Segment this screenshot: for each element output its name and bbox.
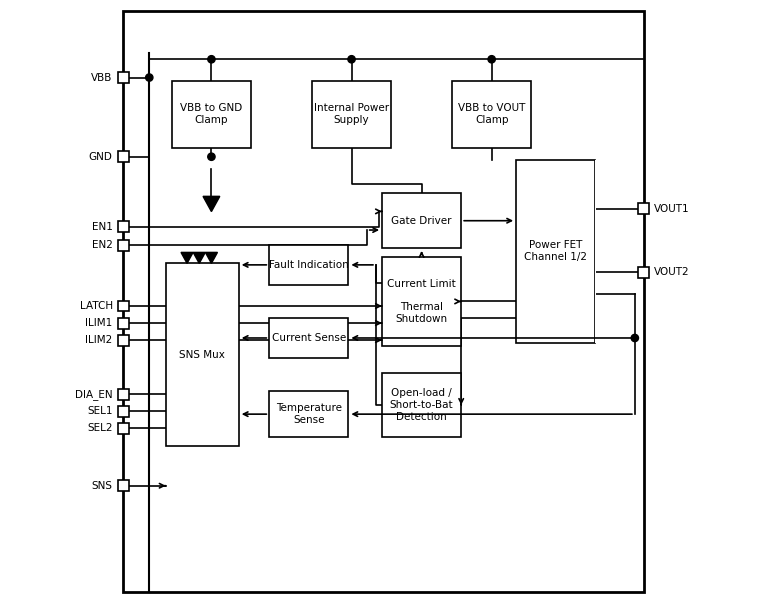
Polygon shape <box>206 252 218 263</box>
Bar <box>118 222 128 233</box>
Text: EN1: EN1 <box>92 222 113 232</box>
Bar <box>382 193 461 248</box>
Circle shape <box>348 56 355 63</box>
Text: DIA_EN: DIA_EN <box>75 389 113 400</box>
Circle shape <box>208 56 215 63</box>
Text: ILIM1: ILIM1 <box>86 318 113 328</box>
Circle shape <box>488 56 495 63</box>
Bar <box>118 72 128 83</box>
Text: LATCH: LATCH <box>79 301 113 311</box>
Bar <box>382 373 461 437</box>
Text: Power FET
Channel 1/2: Power FET Channel 1/2 <box>524 241 587 262</box>
Bar <box>118 406 128 417</box>
Text: ILIM2: ILIM2 <box>86 335 113 345</box>
Text: VBB to VOUT
Clamp: VBB to VOUT Clamp <box>458 103 526 125</box>
Bar <box>166 263 239 446</box>
Bar <box>382 257 461 346</box>
Bar <box>118 318 128 329</box>
Text: EN2: EN2 <box>92 240 113 250</box>
Bar <box>118 239 128 250</box>
Text: Internal Power
Supply: Internal Power Supply <box>314 103 389 125</box>
Polygon shape <box>203 196 220 212</box>
Text: Fault Indication: Fault Indication <box>269 260 349 270</box>
Bar <box>639 203 649 214</box>
Bar <box>118 335 128 346</box>
Bar <box>118 389 128 400</box>
Text: VBB to GND
Clamp: VBB to GND Clamp <box>180 103 242 125</box>
Bar <box>639 267 649 278</box>
Bar <box>118 480 128 491</box>
Bar <box>269 391 348 437</box>
Text: Gate Driver: Gate Driver <box>391 215 452 226</box>
Polygon shape <box>193 252 206 263</box>
Text: Current Sense: Current Sense <box>272 333 346 343</box>
Bar <box>118 300 128 312</box>
Text: SEL2: SEL2 <box>87 424 113 433</box>
Text: SNS: SNS <box>92 480 113 491</box>
Bar <box>516 160 595 343</box>
Bar <box>452 81 531 147</box>
Bar <box>118 423 128 434</box>
Bar <box>269 245 348 285</box>
Bar <box>312 81 391 147</box>
Text: SEL1: SEL1 <box>87 406 113 416</box>
Circle shape <box>208 153 215 160</box>
Text: Temperature
Sense: Temperature Sense <box>276 403 342 425</box>
Bar <box>118 151 128 162</box>
Text: VOUT1: VOUT1 <box>654 204 690 214</box>
Circle shape <box>146 74 153 81</box>
Text: SNS Mux: SNS Mux <box>180 349 225 360</box>
Bar <box>172 81 251 147</box>
Text: Open-load /
Short-to-Bat
Detection: Open-load / Short-to-Bat Detection <box>390 389 453 422</box>
Text: VOUT2: VOUT2 <box>654 267 690 277</box>
Circle shape <box>631 334 639 341</box>
Bar <box>123 10 644 592</box>
Bar <box>269 318 348 358</box>
Polygon shape <box>181 252 193 263</box>
Text: VBB: VBB <box>92 73 113 83</box>
Text: GND: GND <box>89 152 113 162</box>
Text: Current Limit

Thermal
Shutdown: Current Limit Thermal Shutdown <box>387 279 456 324</box>
